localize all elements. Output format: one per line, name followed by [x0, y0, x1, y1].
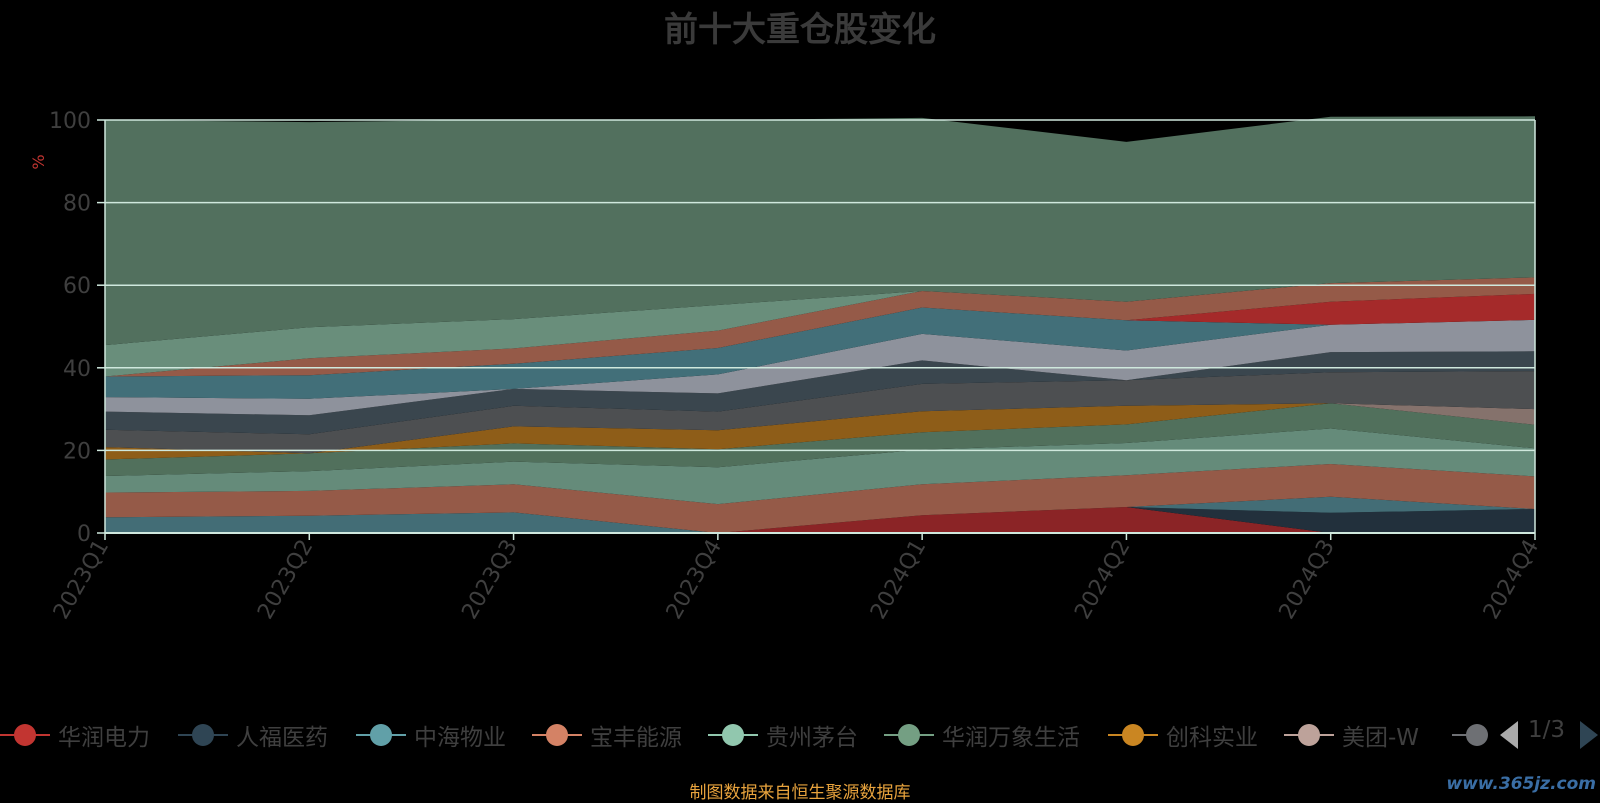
area-series-0[interactable] [105, 507, 1535, 533]
legend-label: 贵州茅台 [766, 725, 858, 751]
x-tick-label: 2024Q2 [1070, 536, 1135, 624]
legend-label: 中海物业 [414, 725, 506, 751]
area-series-1[interactable] [105, 507, 1535, 533]
area-series-9[interactable] [105, 351, 1535, 435]
area-series-8[interactable] [105, 371, 1535, 454]
legend-item[interactable]: 宝丰能源 [532, 715, 682, 755]
area-series-3[interactable] [105, 464, 1535, 533]
legend-marker-icon [178, 715, 228, 755]
legend: 华润电力 人福医药 中海物业 宝丰能源 贵州茅台 华润万象生活 创科实业 美团-W [0, 715, 1600, 755]
x-tick-label: 2024Q1 [866, 536, 931, 624]
legend-prev-page-button[interactable] [1500, 721, 1518, 749]
legend-marker-icon [884, 715, 934, 755]
legend-item[interactable]: 美团-W [1284, 715, 1419, 755]
y-tick-label: 80 [63, 192, 91, 217]
legend-item[interactable]: 人福医药 [178, 715, 328, 755]
area-series-2[interactable] [105, 496, 1535, 533]
area-series-7[interactable] [105, 403, 1535, 454]
source-note: 制图数据来自恒生聚源数据库 [689, 783, 911, 803]
legend-item[interactable]: 创科实业 [1108, 715, 1258, 755]
area-series-14[interactable] [105, 277, 1535, 377]
area-series-4[interactable] [105, 428, 1535, 505]
y-tick-label: 0 [77, 522, 91, 547]
y-tick-label: 20 [63, 439, 91, 464]
legend-label: 华润电力 [58, 725, 150, 751]
y-axis-title: % [29, 154, 48, 169]
legend-marker-icon [708, 715, 758, 755]
x-tick-label: 2024Q4 [1479, 536, 1544, 624]
legend-label: 宝丰能源 [590, 725, 682, 751]
legend-item[interactable]: 贵州茅台 [708, 715, 858, 755]
y-tick-label: 40 [63, 357, 91, 382]
legend-marker-icon [532, 715, 582, 755]
area-series-6[interactable] [105, 403, 1535, 460]
watermark: www.365jz.com [1446, 774, 1596, 794]
legend-label: 人福医药 [236, 725, 328, 751]
area-series-5[interactable] [105, 403, 1535, 476]
area-series-11[interactable] [105, 307, 1535, 399]
legend-marker-icon [1452, 734, 1474, 736]
x-tick-label: 2023Q4 [662, 536, 727, 624]
legend-next-page-button[interactable] [1580, 721, 1598, 749]
legend-marker-icon [1466, 724, 1488, 746]
x-tick-label: 2023Q2 [253, 536, 318, 624]
areas-layer [105, 116, 1535, 533]
x-tick-label: 2023Q3 [457, 536, 522, 624]
x-tick-label: 2024Q3 [1275, 536, 1340, 624]
area-series-15[interactable] [105, 116, 1535, 346]
legend-marker-icon [1108, 715, 1158, 755]
legend-label: 美团-W [1342, 725, 1420, 751]
legend-item[interactable]: 中海物业 [356, 715, 506, 755]
area-series-13[interactable] [105, 277, 1535, 377]
stacked-area-chart: 0 20 40 60 80 100 2023Q1 2023Q2 2023Q3 2023Q4 2024… [29, 109, 1544, 624]
legend-item[interactable]: 华润电力 [0, 715, 150, 755]
y-tick-label: 100 [49, 109, 91, 134]
y-tick-label: 60 [63, 274, 91, 299]
chart-title: 前十大重仓股变化 [664, 10, 936, 50]
legend-item[interactable]: 华润万象生活 [884, 715, 1080, 755]
x-tick-label: 2023Q1 [49, 536, 114, 624]
legend-partial-item[interactable] [1452, 724, 1488, 746]
legend-marker-icon [1284, 715, 1334, 755]
legend-label: 华润万象生活 [942, 725, 1080, 751]
legend-page-indicator: 1/3 [1528, 717, 1566, 743]
legend-marker-icon [356, 715, 406, 755]
area-series-12[interactable] [105, 293, 1535, 377]
legend-label: 创科实业 [1166, 725, 1258, 751]
legend-marker-icon [0, 715, 50, 755]
